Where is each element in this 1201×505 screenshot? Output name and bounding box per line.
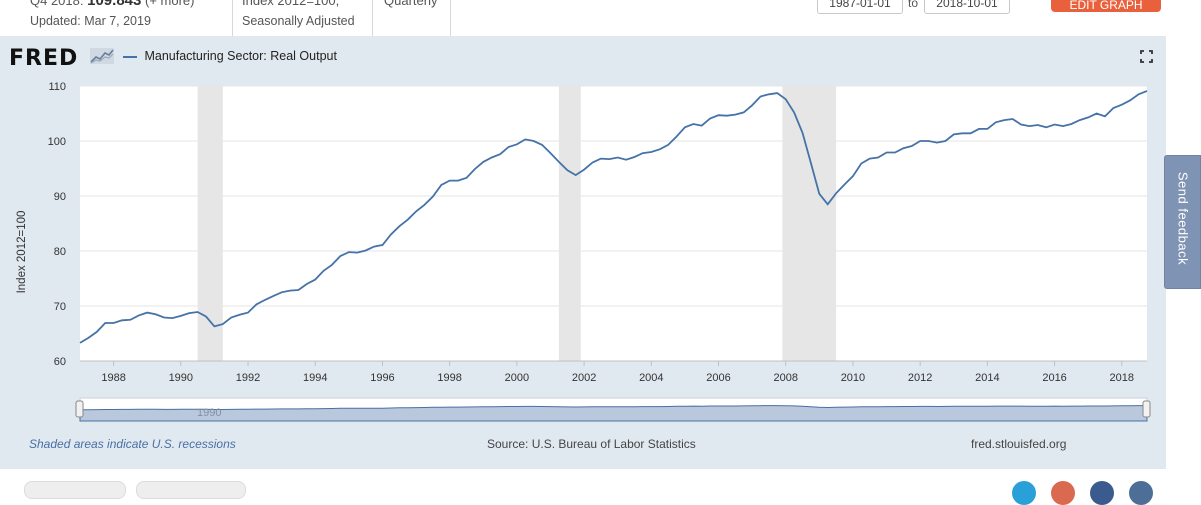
units-line-2: Seasonally Adjusted bbox=[242, 14, 355, 28]
y-axis-ticks: 60 70 80 90 100 110 bbox=[48, 81, 66, 368]
recession-band bbox=[197, 86, 223, 361]
release-period: Q4 2018: bbox=[30, 0, 84, 8]
plot-area bbox=[80, 86, 1147, 361]
latest-value: 109.843 bbox=[87, 0, 142, 9]
x-tick-label: 2008 bbox=[773, 372, 797, 384]
date-to-label: to bbox=[908, 0, 919, 10]
range-handle-right[interactable] bbox=[1142, 400, 1151, 418]
send-feedback-button[interactable]: Send feedback bbox=[1164, 155, 1201, 289]
edit-graph-button[interactable]: EDIT GRAPH bbox=[1051, 0, 1161, 12]
frequency-info: Quarterly bbox=[384, 0, 437, 36]
legend-swatch bbox=[123, 55, 137, 58]
y-tick-label: 90 bbox=[54, 191, 66, 203]
legend-entry: Manufacturing Sector: Real Output bbox=[144, 49, 337, 63]
y-tick-label: 110 bbox=[48, 81, 66, 93]
info-divider bbox=[232, 0, 233, 36]
recession-band bbox=[782, 86, 837, 361]
series-info-bar: Q4 2018: 109.843 (+ more) Updated: Mar 7… bbox=[0, 0, 1201, 36]
date-to-input[interactable]: 2018-10-01 bbox=[924, 0, 1010, 14]
chart-spark-icon bbox=[90, 48, 114, 64]
x-tick-label: 1998 bbox=[437, 372, 461, 384]
source-note[interactable]: Source: U.S. Bureau of Labor Statistics bbox=[487, 437, 696, 451]
units-line-1: Index 2012=100, bbox=[242, 0, 340, 8]
range-handle-left[interactable] bbox=[75, 400, 84, 418]
x-tick-label: 1990 bbox=[169, 372, 193, 384]
bottom-control-pill[interactable] bbox=[136, 481, 246, 499]
bottom-control-pill[interactable] bbox=[24, 481, 126, 499]
x-tick-label: 2004 bbox=[639, 372, 663, 384]
frequency-value: Quarterly bbox=[384, 0, 438, 8]
share-icon[interactable] bbox=[1051, 481, 1075, 505]
units-info: Index 2012=100, Seasonally Adjusted bbox=[242, 0, 355, 36]
x-tick-label: 2000 bbox=[505, 372, 529, 384]
y-tick-label: 70 bbox=[54, 301, 66, 313]
site-link[interactable]: fred.stlouisfed.org bbox=[971, 437, 1067, 451]
x-tick-label: 1994 bbox=[303, 372, 327, 384]
graph-panel: FRED Manufacturing Sector: Real Output I… bbox=[0, 36, 1166, 469]
info-divider bbox=[372, 0, 373, 36]
navigator-area bbox=[79, 405, 1148, 422]
x-tick-label: 2014 bbox=[975, 372, 999, 384]
fred-logo[interactable]: FRED bbox=[9, 46, 79, 71]
x-axis-ticks: 1988 1990 1992 1994 1996 1998 2000 2002 2004 2006… bbox=[80, 360, 1147, 384]
navigator-tick-label: 1990 bbox=[197, 407, 221, 419]
x-tick-label: 2010 bbox=[841, 372, 865, 384]
chart-legend[interactable]: Manufacturing Sector: Real Output bbox=[123, 49, 337, 63]
x-tick-label: 1996 bbox=[370, 372, 394, 384]
x-tick-label: 2012 bbox=[908, 372, 932, 384]
y-tick-label: 100 bbox=[48, 136, 66, 148]
line-chart[interactable]: 60 70 80 90 100 110 1988 1990 1992 1994 1996 1998 2… bbox=[0, 36, 1166, 469]
date-from-input[interactable]: 1987-01-01 bbox=[817, 0, 903, 14]
x-tick-label: 2016 bbox=[1042, 372, 1066, 384]
y-tick-label: 80 bbox=[54, 246, 66, 258]
share-icon[interactable] bbox=[1012, 481, 1036, 505]
recession-band bbox=[558, 86, 581, 361]
feedback-label: Send feedback bbox=[1175, 171, 1191, 266]
range-navigator[interactable]: 1990 bbox=[75, 397, 1151, 422]
y-tick-label: 60 bbox=[54, 356, 66, 368]
x-tick-label: 2006 bbox=[706, 372, 730, 384]
updated-date: Updated: Mar 7, 2019 bbox=[30, 14, 151, 28]
x-tick-label: 1988 bbox=[101, 372, 125, 384]
x-tick-label: 1992 bbox=[236, 372, 260, 384]
info-divider bbox=[450, 0, 451, 36]
x-tick-label: 2018 bbox=[1110, 372, 1134, 384]
fullscreen-icon[interactable] bbox=[1140, 50, 1153, 63]
x-tick-label: 2002 bbox=[572, 372, 596, 384]
share-icon[interactable] bbox=[1129, 481, 1153, 505]
share-icon[interactable] bbox=[1090, 481, 1114, 505]
more-link[interactable]: (+ more) bbox=[144, 0, 195, 8]
latest-observation: Q4 2018: 109.843 (+ more) Updated: Mar 7… bbox=[30, 0, 194, 36]
series-line[interactable] bbox=[79, 90, 1148, 344]
recession-note-link[interactable]: Shaded areas indicate U.S. recessions bbox=[29, 437, 236, 451]
recession-bands bbox=[197, 86, 837, 361]
